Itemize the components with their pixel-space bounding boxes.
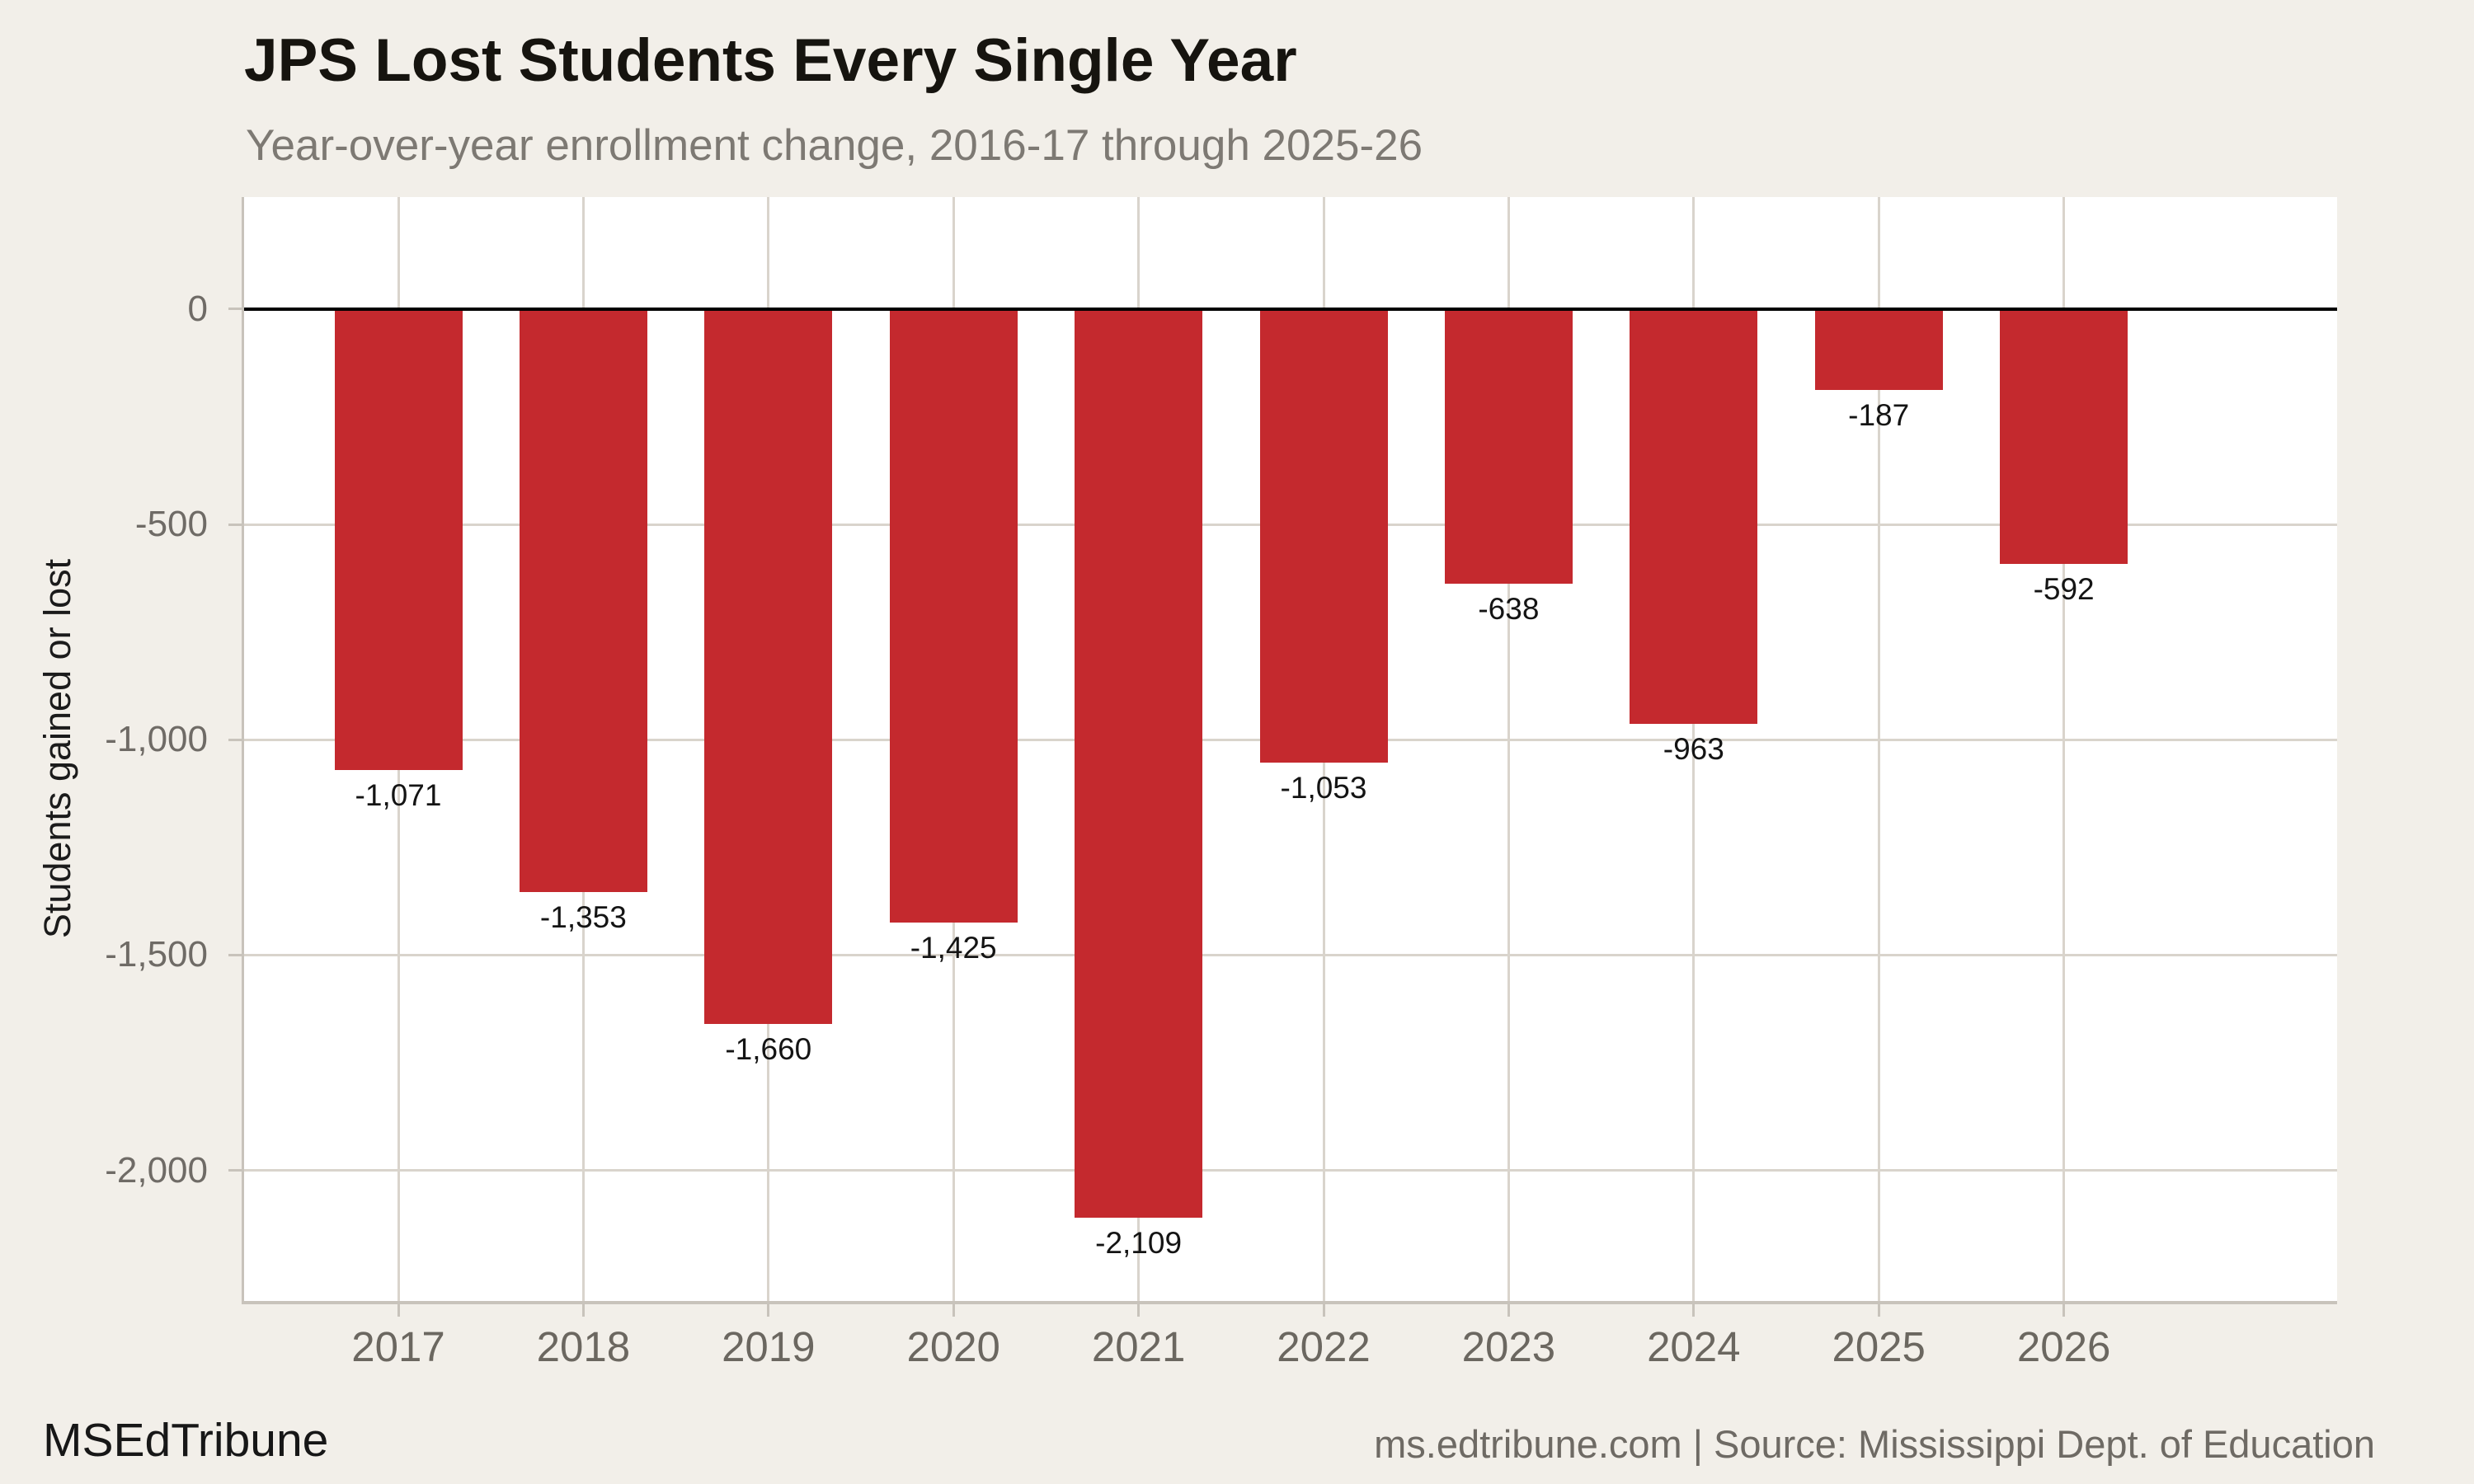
chart-title: JPS Lost Students Every Single Year: [244, 27, 1297, 94]
x-tick-mark: [952, 1304, 955, 1317]
x-tick-label: 2021: [1091, 1323, 1186, 1370]
x-tick-mark: [1507, 1304, 1510, 1317]
x-tick-label: 2022: [1277, 1323, 1371, 1370]
y-tick-label: -1,000: [105, 719, 208, 760]
x-axis-line: [242, 1301, 2337, 1304]
x-tick-mark: [1137, 1304, 1141, 1317]
x-tick-label: 2023: [1461, 1323, 1556, 1370]
x-tick-label: 2018: [536, 1323, 631, 1370]
y-tick-mark: [228, 1169, 242, 1172]
x-tick-mark: [1877, 1304, 1880, 1317]
x-tick-mark: [397, 1304, 400, 1317]
bar-2025: [1814, 308, 1943, 390]
bar-2024: [1630, 308, 1758, 724]
x-tick-mark: [1322, 1304, 1325, 1317]
y-tick-mark: [228, 738, 242, 741]
y-tick-label: 0: [187, 288, 208, 329]
x-tick-label: 2019: [722, 1323, 816, 1370]
y-tick-mark: [228, 308, 242, 311]
y-axis-line: [242, 197, 244, 1304]
bar-2022: [1259, 308, 1388, 763]
brand-text: MSEdTribune: [43, 1414, 329, 1467]
y-tick-mark: [228, 523, 242, 526]
x-tick-label: 2026: [2016, 1323, 2111, 1370]
bar-2026: [2000, 308, 2128, 565]
x-tick-label: 2020: [906, 1323, 1000, 1370]
x-tick-label: 2024: [1647, 1323, 1741, 1370]
x-tick-label: 2017: [351, 1323, 445, 1370]
bar-value-label: -638: [1478, 592, 1540, 627]
bar-value-label: -592: [2033, 572, 2095, 607]
bar-value-label: -2,109: [1095, 1225, 1183, 1260]
y-tick-label: -2,000: [105, 1149, 208, 1190]
horizontal-gridline: [244, 1169, 2337, 1172]
vertical-gridline: [1507, 197, 1510, 1301]
horizontal-gridline: [244, 953, 2337, 956]
vertical-gridline: [1692, 197, 1696, 1301]
vertical-gridline: [2062, 197, 2066, 1301]
x-tick-mark: [581, 1304, 585, 1317]
y-tick-label: -1,500: [105, 934, 208, 975]
chart-subtitle: Year-over-year enrollment change, 2016-1…: [246, 121, 1423, 170]
zero-axis-line: [244, 307, 2337, 311]
bar-value-label: -1,071: [355, 778, 442, 813]
vertical-gridline: [1877, 197, 1880, 1301]
bar-2020: [889, 308, 1018, 923]
y-tick-mark: [228, 953, 242, 956]
x-tick-mark: [1692, 1304, 1696, 1317]
bar-2019: [704, 308, 833, 1025]
x-tick-label: 2025: [1832, 1323, 1926, 1370]
bar-value-label: -963: [1663, 731, 1724, 766]
y-tick-label: -500: [134, 504, 208, 545]
source-text: ms.edtribune.com | Source: Mississippi D…: [1374, 1422, 2375, 1466]
bar-value-label: -1,353: [539, 899, 627, 934]
bar-value-label: -1,053: [1280, 770, 1367, 805]
bar-2023: [1444, 308, 1573, 585]
bar-value-label: -187: [1848, 397, 1910, 432]
bar-2018: [519, 308, 647, 892]
bar-value-label: -1,425: [910, 931, 997, 965]
bar-value-label: -1,660: [725, 1032, 812, 1067]
bar-2021: [1075, 308, 1203, 1218]
plot-area: -1,071 -1,353 -1,660 -1,425 -2,109 -1,053 -638…: [244, 197, 2337, 1301]
x-tick-mark: [2062, 1304, 2066, 1317]
x-tick-mark: [767, 1304, 770, 1317]
bar-2017: [334, 308, 463, 771]
